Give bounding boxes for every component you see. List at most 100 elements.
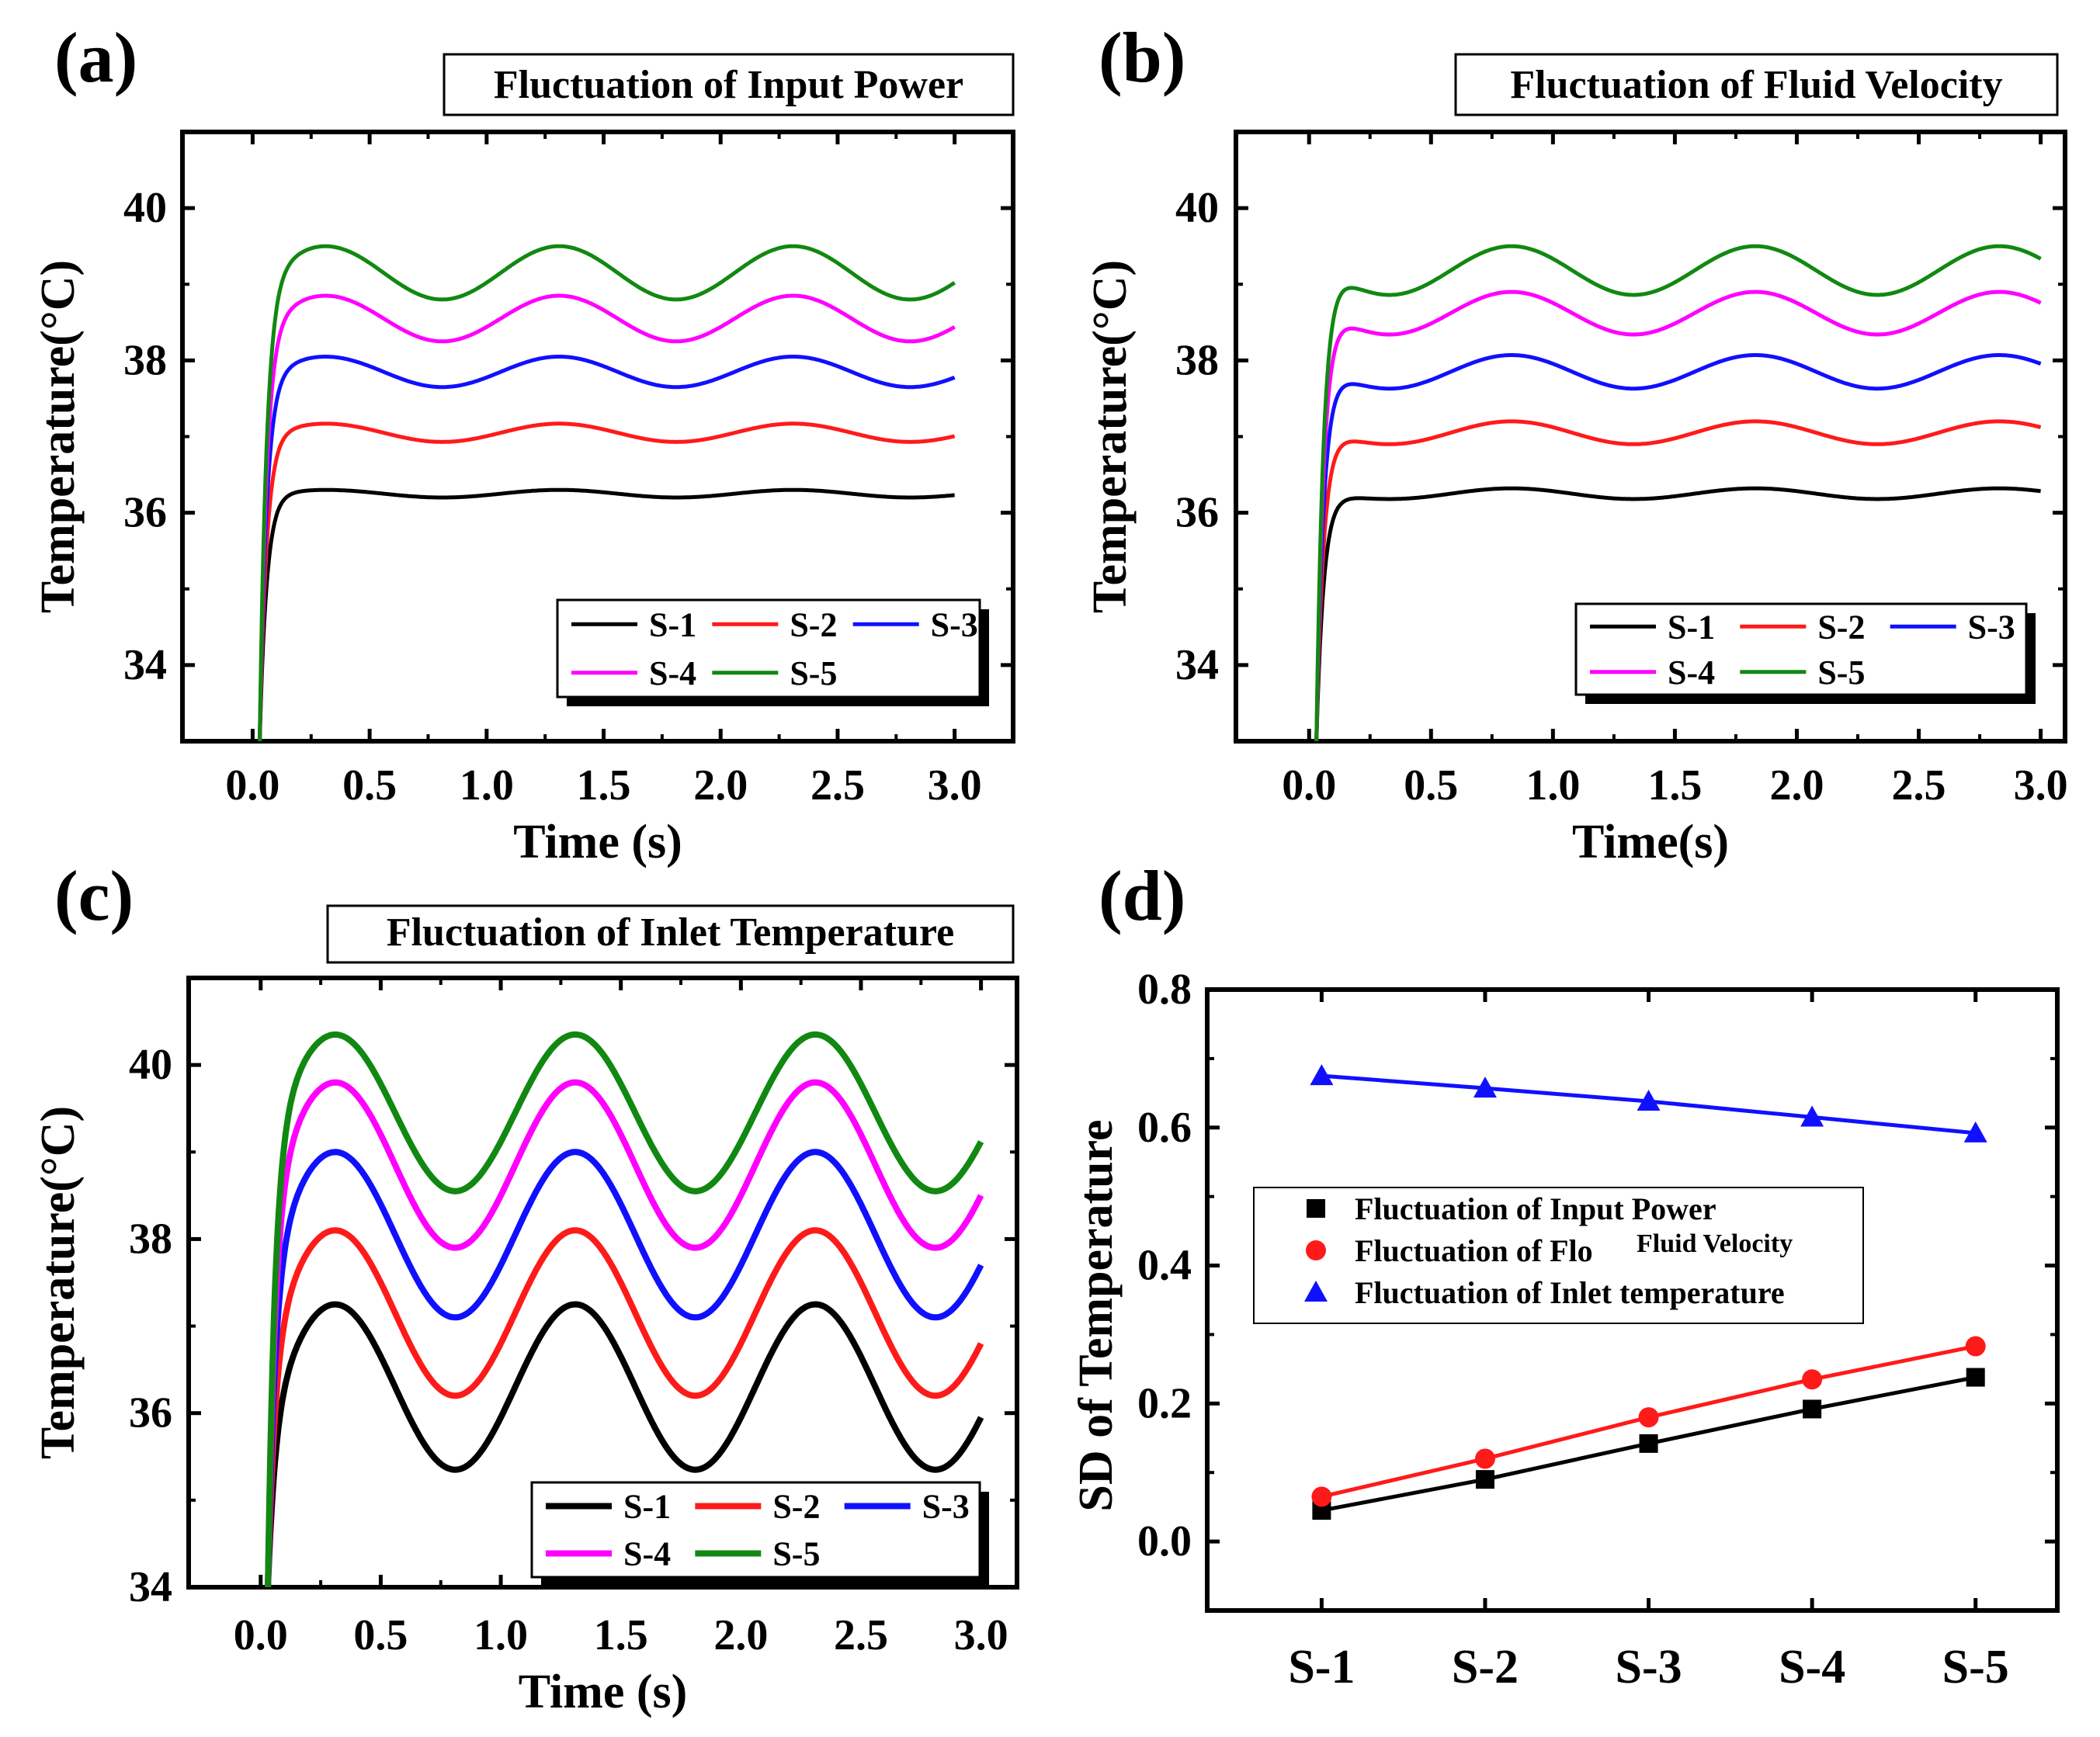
series-line-s-3 (265, 1149, 984, 1587)
series-line-s-2 (1314, 419, 2042, 741)
legend-label: S-3 (922, 1488, 970, 1526)
data-point-circle (1474, 1448, 1495, 1469)
panel-b: (b) Fluctuation of Fluid Velocity 0.0 0.5 1.… (1084, 18, 2068, 868)
x-tick-label: S-5 (1942, 1641, 2009, 1694)
legend-label: S-3 (931, 605, 978, 643)
x-axis-label: Time (s) (513, 816, 682, 868)
x-tick-label: 0.0 (1282, 761, 1336, 810)
legend-label: S-5 (1817, 654, 1865, 692)
legend-box (1253, 1187, 1864, 1324)
legend-marker-circle (1306, 1240, 1326, 1260)
y-tick-label: 38 (129, 1215, 172, 1263)
data-point-circle (1311, 1486, 1332, 1507)
y-tick-label: 0.4 (1137, 1242, 1192, 1290)
axes-frame (1205, 987, 2060, 1613)
x-tick-label: S-4 (1779, 1641, 1845, 1694)
panel-d: (d) S-1 S-2 S-3 S-4 S-5 0.0 0.2 0.4 0.6 0.8 SD of T… (1070, 856, 2060, 1694)
data-point-triangle (1800, 1105, 1824, 1127)
title-box (443, 53, 1015, 116)
chart-title: Fluctuation of Fluid Velocity (1510, 63, 2002, 107)
data-point-triangle (1310, 1064, 1334, 1086)
x-tick-label: 1.0 (460, 761, 514, 810)
x-tick-label: 2.0 (713, 1611, 768, 1659)
x-axis-label: Time(s) (1572, 816, 1729, 868)
data-point-circle (1965, 1336, 1986, 1357)
series-line-s-2 (265, 1227, 984, 1587)
data-point-square (1639, 1434, 1658, 1453)
y-tick-label: 34 (1175, 641, 1219, 689)
legend-label: S-4 (623, 1535, 671, 1573)
legend-label: S-3 (1968, 608, 2015, 646)
data-point-square (1803, 1399, 1822, 1419)
series-line-s-5 (258, 244, 956, 741)
legend-label: S-5 (790, 654, 837, 692)
legend-label: S-5 (772, 1535, 820, 1573)
y-tick-label: 40 (1175, 184, 1219, 232)
y-tick-label: 38 (1175, 336, 1219, 384)
y-tick-label: 0.8 (1137, 966, 1192, 1014)
series-line-s-1 (258, 487, 956, 741)
x-tick-label: S-3 (1615, 1641, 1682, 1694)
legend-label: S-2 (772, 1488, 820, 1526)
x-tick-label: S-1 (1288, 1641, 1355, 1694)
y-tick-label: 36 (1175, 489, 1219, 537)
y-axis-label: SD of Temperature (1070, 1119, 1123, 1511)
legend-box (530, 1481, 981, 1579)
x-tick-label: S-2 (1452, 1641, 1519, 1694)
y-tick-label: 40 (123, 184, 167, 232)
legend-label: Fluctuation of Input Power (1355, 1191, 1716, 1226)
legend-label: Fluctuation of Inlet temperature (1355, 1275, 1785, 1310)
data-point-square (1966, 1368, 1985, 1387)
x-tick-label: 2.0 (1769, 761, 1824, 810)
series-line-s-1 (1314, 486, 2042, 741)
y-tick-label: 34 (129, 1563, 172, 1611)
data-point-triangle (1637, 1090, 1661, 1111)
legend-label: S-2 (1817, 608, 1865, 646)
legend-label: S-1 (649, 605, 696, 643)
data-point-triangle (1963, 1121, 1987, 1142)
chart-title: Fluctuation of Inlet Temperature (387, 910, 954, 955)
series-line-s-2 (258, 421, 956, 741)
x-tick-label: 2.5 (810, 761, 865, 810)
panel-label: (b) (1099, 18, 1185, 97)
x-tick-label: 0.0 (225, 761, 279, 810)
legend-label: S-4 (649, 654, 696, 692)
x-tick-label: 3.0 (954, 1611, 1008, 1659)
x-tick-label: 2.0 (693, 761, 748, 810)
panel-c: (c) Fluctuation of Inlet Temperature 0.0 0.… (32, 856, 1019, 1718)
x-tick-label: 1.5 (1647, 761, 1702, 810)
data-point-circle (1802, 1369, 1823, 1390)
data-point-square (1475, 1470, 1494, 1489)
x-tick-label: 3.0 (928, 761, 982, 810)
x-tick-label: 2.5 (834, 1611, 888, 1659)
y-tick-label: 34 (123, 641, 167, 689)
y-tick-label: 40 (129, 1041, 172, 1089)
x-tick-label: 0.5 (1404, 761, 1458, 810)
y-tick-label: 0.6 (1137, 1104, 1192, 1152)
series-line-s-3 (1314, 353, 2042, 741)
y-axis-label: Temperature(°C) (32, 1106, 85, 1459)
legend-label: Fluctuation of Flo (1355, 1233, 1593, 1268)
legend-box (556, 598, 981, 699)
x-tick-label: 2.5 (1892, 761, 1946, 810)
y-tick-label: 0.0 (1137, 1517, 1192, 1565)
legend-box (1574, 602, 2028, 696)
chart-title: Fluctuation of Input Power (494, 63, 963, 107)
x-tick-label: 1.5 (594, 1611, 648, 1659)
x-tick-label: 0.0 (234, 1611, 288, 1659)
x-tick-label: 0.5 (342, 761, 397, 810)
x-tick-label: 1.0 (474, 1611, 528, 1659)
legend-label-superscript: Fluid Velocity (1637, 1229, 1793, 1258)
y-tick-label: 36 (123, 489, 167, 537)
panel-label: (c) (54, 856, 134, 935)
legend-label: S-2 (790, 605, 837, 643)
series-line-s-5 (1314, 244, 2042, 741)
series-line-s-3 (258, 355, 956, 741)
series-line-s-4 (265, 1079, 984, 1587)
series-line-s-1 (265, 1301, 984, 1587)
panel-label: (d) (1099, 856, 1185, 935)
legend-label: S-1 (1668, 608, 1715, 646)
series-line-s-4 (1314, 290, 2042, 741)
x-tick-label: 1.0 (1526, 761, 1580, 810)
